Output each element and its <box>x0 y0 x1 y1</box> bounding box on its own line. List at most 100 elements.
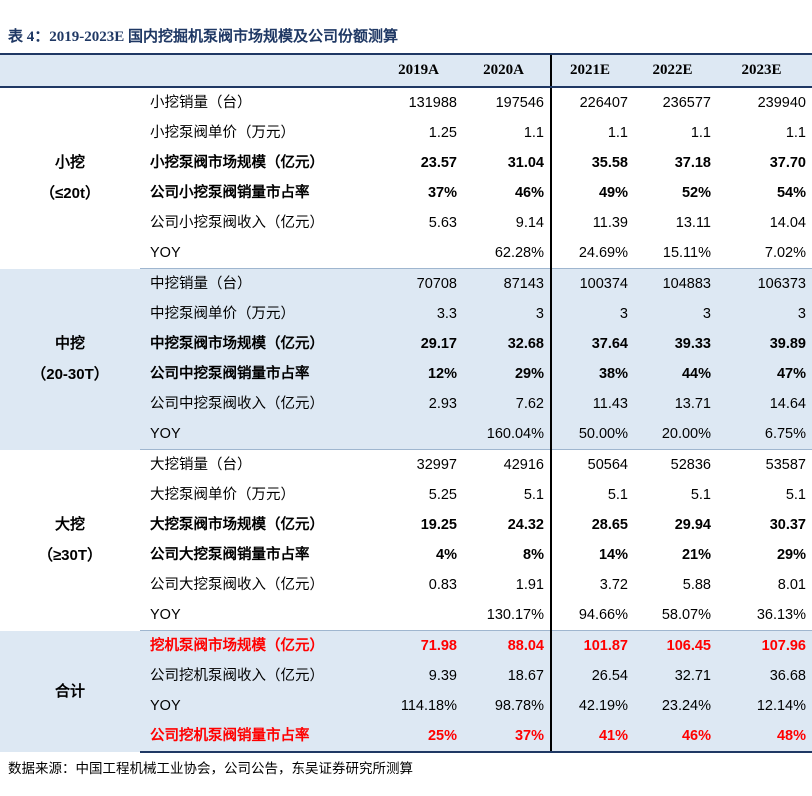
row-label: 公司大挖泵阀收入（亿元） <box>150 577 324 593</box>
value-cell: 49% <box>550 178 634 208</box>
row-label: 小挖销量（台） <box>150 95 252 111</box>
table-row: YOY 160.04% 50.00% 20.00% 6.75% <box>0 419 812 450</box>
header-blank <box>140 53 380 88</box>
value-cell: 6.75% <box>717 419 812 450</box>
group-name: 小挖 <box>54 154 85 172</box>
value-cell: 48% <box>717 721 812 753</box>
row-label: 大挖泵阀单价（万元） <box>150 487 295 503</box>
value-cell: 44% <box>634 359 717 389</box>
row-label: 公司大挖泵阀销量市占率 <box>150 547 310 563</box>
value-cell: 239940 <box>757 95 806 111</box>
row-label: 挖机泵阀市场规模（亿元） <box>140 630 380 661</box>
value-cell: 101.87 <box>550 630 634 661</box>
header-row: 2019A 2020A 2021E 2022E 2023E <box>0 53 812 88</box>
table-row: 小挖泵阀市场规模（亿元） 23.57 31.04 35.58 37.18 37.70 <box>0 148 812 178</box>
row-label: 公司小挖泵阀收入（亿元） <box>150 215 324 231</box>
header-blank <box>0 53 140 88</box>
value-cell: 35.58 <box>550 148 634 178</box>
group-name: 合计 <box>54 682 85 700</box>
value-cell: 226407 <box>550 87 634 118</box>
value-cell: 197546 <box>495 95 544 111</box>
value-cell: 23.57 <box>420 155 457 171</box>
value-cell: 28.65 <box>550 510 634 540</box>
value-cell: 46% <box>634 721 717 753</box>
value-cell: 3 <box>550 299 634 329</box>
table-row: YOY 114.18% 98.78% 42.19% 23.24% 12.14% <box>0 691 812 721</box>
value-cell <box>380 238 463 269</box>
value-cell: 50564 <box>550 449 634 480</box>
value-cell: 29.17 <box>380 329 463 359</box>
row-label: 中挖泵阀单价（万元） <box>140 299 380 329</box>
table-row: YOY 130.17% 94.66% 58.07% 36.13% <box>0 600 812 631</box>
value-cell: 54% <box>776 185 806 201</box>
row-label: 大挖销量（台） <box>150 457 252 473</box>
value-cell: 2.93 <box>380 389 463 419</box>
value-cell: 3 <box>463 299 551 329</box>
value-cell: 5.1 <box>550 480 634 510</box>
value-cell: 32.68 <box>463 329 551 359</box>
table-row: 大挖泵阀市场规模（亿元） 19.25 24.32 28.65 29.94 30.37 <box>0 510 812 540</box>
group-name: 中挖 <box>54 335 85 352</box>
value-cell: 52% <box>681 185 711 201</box>
source-note: 数据来源：中国工程机械工业协会，公司公告，东吴证券研究所测算 <box>8 761 413 776</box>
value-cell: 5.63 <box>428 215 457 231</box>
table-row: 中挖泵阀单价（万元） 3.3 3 3 3 3 <box>0 299 812 329</box>
value-cell: 13.11 <box>675 215 711 231</box>
table-row: 公司中挖泵阀收入（亿元） 2.93 7.62 11.43 13.71 14.64 <box>0 389 812 419</box>
value-cell: 32.71 <box>634 661 717 691</box>
value-cell: 1.1 <box>690 125 711 141</box>
value-cell: 42916 <box>503 457 544 473</box>
row-label: YOY <box>140 238 380 269</box>
value-cell: 52836 <box>670 457 711 473</box>
value-cell: 12% <box>380 359 463 389</box>
value-cell: 41% <box>550 721 634 753</box>
value-cell: 15.11% <box>634 238 717 269</box>
value-cell: 98.78% <box>463 691 551 721</box>
value-cell: 37.64 <box>550 329 634 359</box>
value-cell: 8.01 <box>777 577 806 593</box>
value-cell <box>380 419 463 450</box>
row-label: 小挖泵阀单价（万元） <box>150 125 295 141</box>
value-cell: 39.89 <box>717 329 812 359</box>
value-cell: 46% <box>514 185 544 201</box>
value-cell: 1.25 <box>428 125 457 141</box>
value-cell: 11.39 <box>550 208 634 238</box>
column-header: 2019A <box>380 53 463 88</box>
table-title: 表 4：2019-2023E 国内挖掘机泵阀市场规模及公司份额测算 <box>8 29 399 45</box>
value-cell <box>380 600 463 631</box>
value-cell: 236577 <box>662 95 711 111</box>
table-row: 公司挖机泵阀销量市占率 25% 37% 41% 46% 48% <box>0 721 812 753</box>
group-range: （20-30T） <box>31 366 109 383</box>
table-row: 大挖泵阀单价（万元） 5.25 5.1 5.1 5.1 5.1 <box>0 480 812 510</box>
row-label: 大挖泵阀市场规模（亿元） <box>150 517 324 533</box>
value-cell: 87143 <box>463 268 551 299</box>
row-label: 小挖泵阀市场规模（亿元） <box>150 155 324 171</box>
table-row: 公司小挖泵阀销量市占率 37% 46% 49% 52% 54% <box>0 178 812 208</box>
value-cell: 11.43 <box>550 389 634 419</box>
table-row: 小挖泵阀单价（万元） 1.25 1.1 1.1 1.1 1.1 <box>0 118 812 148</box>
value-cell: 106.45 <box>634 630 717 661</box>
value-cell: 3 <box>634 299 717 329</box>
value-cell: 114.18% <box>380 691 463 721</box>
value-cell: 37% <box>427 185 457 201</box>
value-cell: 131988 <box>408 95 457 111</box>
value-cell: 5.1 <box>690 487 711 503</box>
value-cell: 37.70 <box>769 155 806 171</box>
table-row: 公司挖机泵阀收入（亿元） 9.39 18.67 26.54 32.71 36.68 <box>0 661 812 691</box>
value-cell: 32997 <box>416 457 457 473</box>
column-header: 2022E <box>634 53 717 88</box>
value-cell: 12.14% <box>717 691 812 721</box>
market-size-table: 2019A 2020A 2021E 2022E 2023E 小挖 （≤20t） 小挖销量（台）… <box>0 53 812 753</box>
table-row: 中挖泵阀市场规模（亿元） 29.17 32.68 37.64 39.33 39.89 <box>0 329 812 359</box>
value-cell: 160.04% <box>463 419 551 450</box>
group-label: 中挖 （20-30T） <box>0 268 140 450</box>
value-cell: 29% <box>776 547 806 563</box>
value-cell: 18.67 <box>463 661 551 691</box>
value-cell: 24.32 <box>507 517 544 533</box>
value-cell: 62.28% <box>463 238 551 269</box>
value-cell: 104883 <box>634 268 717 299</box>
value-cell: 50.00% <box>550 419 634 450</box>
group-range: （≤20t） <box>40 185 100 203</box>
value-cell: 5.1 <box>785 487 806 503</box>
row-label: 公司挖机泵阀销量市占率 <box>140 721 380 753</box>
